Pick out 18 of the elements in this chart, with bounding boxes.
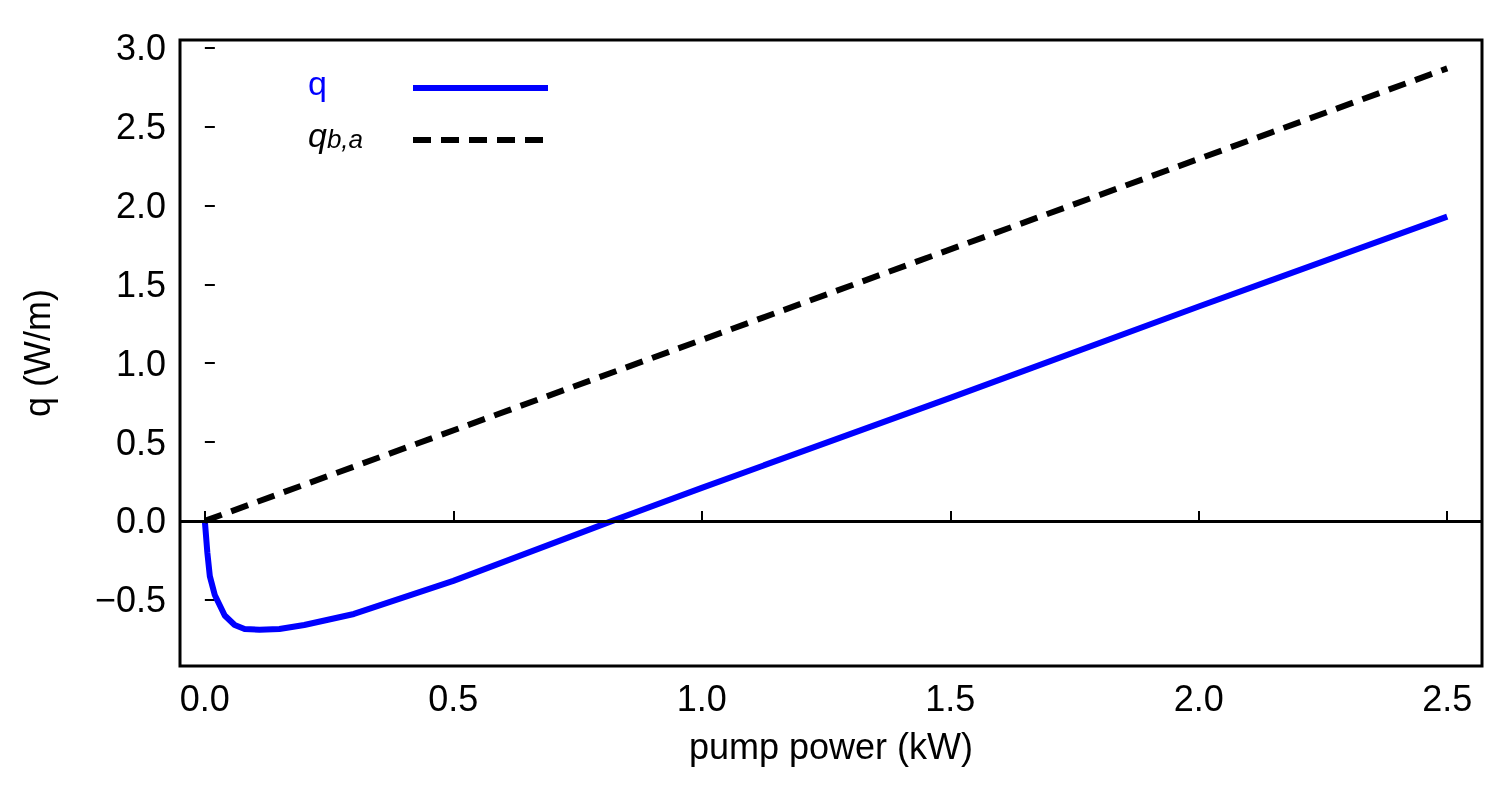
x-tick-label: 0.5 [428,677,479,719]
x-tick-label: 2.0 [1173,677,1224,719]
legend-label: qb,a [308,116,364,154]
y-tick-label: 1.5 [115,263,166,305]
y-tick-label: 2.5 [115,106,166,148]
y-tick-label: −0.5 [94,579,166,621]
x-tick-label: 0.0 [179,677,230,719]
y-tick-label: 2.0 [115,185,166,227]
x-tick-label: 2.5 [1422,677,1473,719]
y-tick-label: 3.0 [115,27,166,69]
y-tick-label: 1.0 [115,342,166,384]
text: q [308,64,327,102]
x-axis-title: pump power (kW) [688,725,974,767]
y-tick-label: 0.0 [115,500,166,542]
x-tick-label: 1.0 [676,677,727,719]
y-axis-title: q (W/m) [16,289,58,417]
x-tick-label: 1.5 [925,677,976,719]
y-tick-label: 0.5 [115,421,166,463]
